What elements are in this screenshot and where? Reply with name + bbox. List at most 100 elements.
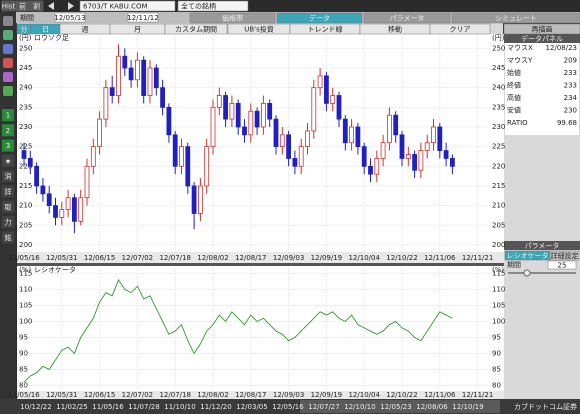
next-arrow[interactable] [68,2,74,10]
y-tick-label: 90 [492,350,501,358]
navigator-date: 12/10/19 [452,403,483,411]
sidebar-icon[interactable] [3,58,13,68]
param-value[interactable]: 25 [558,262,567,270]
candle-body [210,106,216,148]
y-tick-label: 80 [492,382,501,390]
x-tick-label: 12/10/04 [348,254,380,262]
panel-header [504,34,580,43]
sidebar-button[interactable] [2,231,14,244]
sidebar-label[interactable]: 銘 [5,233,12,242]
candle-body [235,103,241,128]
main-tab-box[interactable] [189,12,276,24]
sidebar-button[interactable] [2,185,14,198]
sidebar-label[interactable]: 詳 [5,187,12,196]
period-from[interactable]: 12/05/13 [54,14,85,22]
candle-body [260,103,266,128]
sidebar-button[interactable] [2,124,14,137]
nav-button[interactable]: Hist [2,3,16,11]
chart-title: レシオケータ [34,265,76,274]
navigator-window[interactable] [300,400,500,413]
sidebar-label[interactable]: 消 [5,172,12,181]
y-tick-label: 230 [492,123,505,131]
period-to-box[interactable] [127,12,159,23]
sidebar-button[interactable] [2,200,14,213]
candle-body [330,95,336,104]
chart-title: ロウソク足 [34,34,69,42]
sidebar-button[interactable] [2,154,14,167]
main-tab-box[interactable] [363,12,451,24]
data-key: RATIO [507,119,528,127]
data-value: 12/08/23 [546,44,577,52]
main-tab[interactable]: パラメータ [390,14,425,23]
main-tab-box[interactable] [451,12,580,24]
period-from-box[interactable] [54,12,86,23]
sidebar-label[interactable]: 力 [5,218,12,227]
symbol-box-box[interactable] [79,0,176,12]
x-tick-label: 12/10/04 [348,391,380,399]
redraw-button[interactable]: 再描画 [532,25,553,34]
navigator-date: 12/03/05 [236,403,267,411]
sidebar-label[interactable]: 3 [6,142,10,150]
nav-button-box[interactable] [15,0,30,12]
tool-button[interactable]: クリア [450,26,471,34]
prev-arrow[interactable] [48,2,54,10]
sidebar-label[interactable]: 2 [6,127,10,135]
sidebar-icon[interactable] [3,16,13,26]
nav-button-box[interactable] [1,0,16,12]
candle-body [286,134,292,159]
tool-button[interactable]: 移動 [388,25,402,34]
tool-button[interactable]: UB's投資 [244,25,274,34]
navigator-date: 10/12/22 [20,403,51,411]
x-tick-label: 12/06/15 [84,391,115,399]
interval-button[interactable]: 月 [134,26,141,34]
universe-select-box[interactable] [177,0,249,12]
period-to[interactable]: 12/11/12 [127,14,158,22]
sidebar-button[interactable] [2,139,14,152]
symbol-box[interactable]: 6703/T KABU.COM [83,3,148,11]
interval-button[interactable]: カスタム期間 [175,25,217,34]
main-tab-box[interactable] [276,12,363,24]
param-tab[interactable]: レシオケータ [507,251,549,260]
param-tab-box[interactable] [549,250,580,261]
sidebar-button[interactable] [2,109,14,121]
sidebar-button[interactable] [2,170,14,183]
param-tab[interactable]: 詳細設定 [551,251,579,260]
panel-title: データパネル [521,34,563,43]
sidebar-button[interactable] [2,216,14,229]
candle-body [46,193,52,207]
nav-button[interactable]: 前 [19,2,26,11]
x-tick-label: 12/11/06 [424,254,456,262]
candle-body [65,197,71,210]
nav-button-box[interactable] [29,0,44,12]
interval-button[interactable]: 分 [21,25,28,34]
tool-button[interactable]: トレンド線 [308,25,343,34]
sidebar-icon[interactable] [3,30,13,40]
main-tab[interactable]: データ [309,14,330,23]
interval-button[interactable]: 日 [42,26,49,34]
universe-select[interactable]: 全ての銘柄 [181,2,216,11]
interval-button-box[interactable] [164,23,228,35]
x-tick-label: 12/10/22 [386,254,417,262]
candle-body [191,185,197,214]
interval-button[interactable]: 週 [82,25,89,34]
candle-body [248,110,254,136]
tool-button-box[interactable] [429,23,491,35]
candle-body [292,158,298,167]
slider-thumb[interactable] [523,269,531,277]
y-tick-label: 90 [19,350,28,358]
main-tab[interactable]: シミュレート [495,15,537,23]
x-tick-label: 12/09/03 [273,391,304,399]
candle-body [153,67,159,89]
param-value-box[interactable] [547,260,577,270]
candle-body [336,95,342,120]
main-tab[interactable]: 価格帯 [222,14,243,23]
sidebar-icon[interactable] [3,72,13,82]
sidebar-icon[interactable] [3,86,13,96]
sidebar-label[interactable]: ★ [5,157,11,165]
x-tick-label: 12/11/06 [424,391,456,399]
nav-button[interactable]: 割 [33,2,40,11]
sidebar-label[interactable]: 取 [5,203,12,211]
sidebar-icon[interactable] [3,44,13,54]
navigator-date: 11/02/25 [56,403,87,411]
sidebar-label[interactable]: 1 [6,112,10,120]
